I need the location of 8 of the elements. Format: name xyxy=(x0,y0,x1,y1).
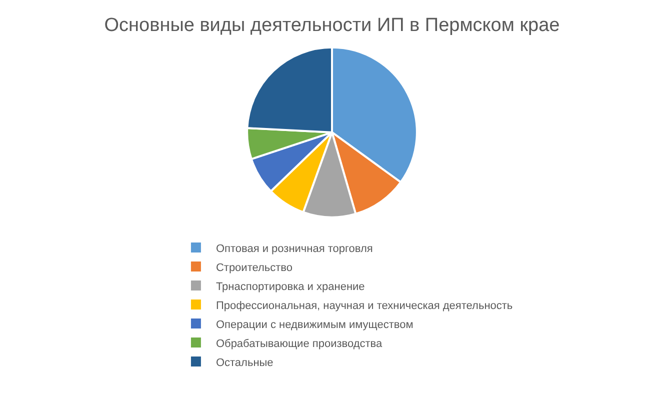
legend-label: Обрабатывающие производства xyxy=(216,338,384,350)
legend-label: Трнаспортировка и хранение xyxy=(216,280,365,293)
legend-label: Операции с недвижимым имуществом xyxy=(216,318,414,331)
legend-label: Строительство xyxy=(216,262,293,274)
legend-label: Оптовая и розничная торговля xyxy=(216,242,373,255)
legend-label: Профессиональная, научная и техническая деятельность xyxy=(216,300,513,312)
chart-title: Основные виды деятельности ИП в Пермском крае xyxy=(104,15,560,36)
legend-label: Остальные xyxy=(216,356,274,369)
